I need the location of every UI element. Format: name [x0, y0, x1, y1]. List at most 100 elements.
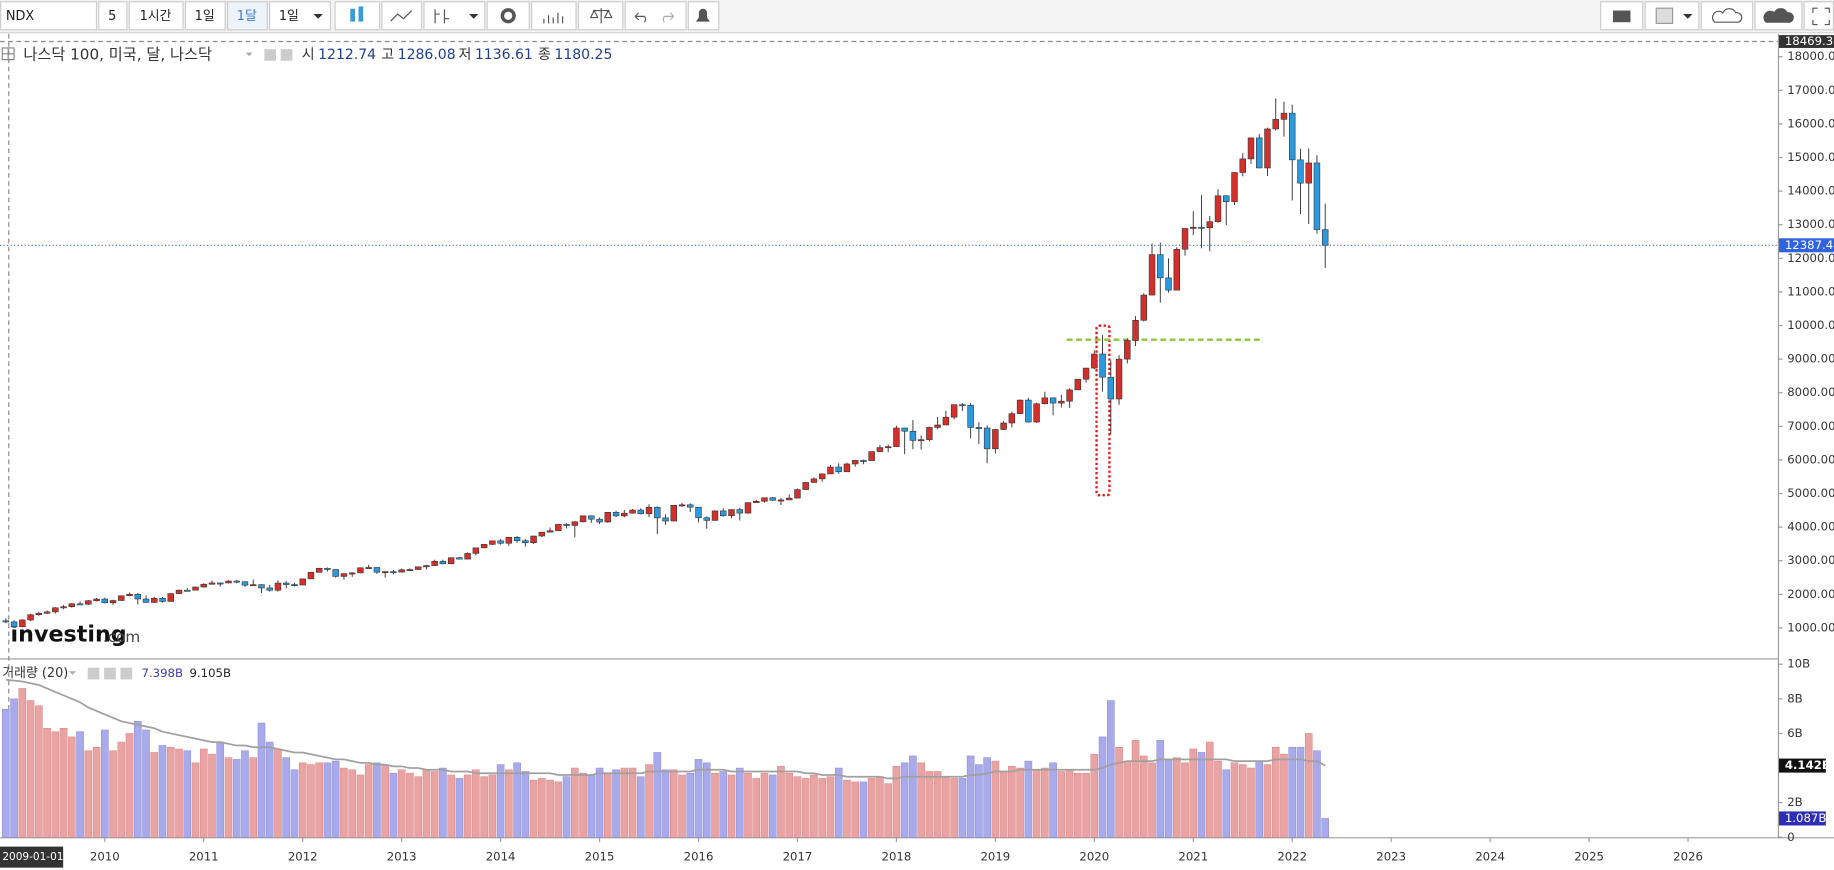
volume-bar: [364, 764, 373, 838]
volume-bar: [843, 779, 851, 838]
candle-body: [381, 571, 389, 574]
volume-bar: [447, 774, 455, 838]
candle-body: [43, 611, 51, 614]
volume-bar: [76, 731, 84, 838]
volume-bar: [356, 774, 365, 838]
candle-body: [357, 567, 364, 574]
volume-bar: [68, 736, 76, 838]
y-tick-label: 6000.00: [1787, 452, 1834, 466]
candle-body: [1264, 128, 1271, 169]
undo-redo-buttons[interactable]: [624, 1, 687, 31]
volume-bar: [282, 757, 291, 838]
candle-body: [1206, 221, 1213, 229]
y-tick-label: 0: [1787, 830, 1794, 844]
candle-body: [1272, 119, 1279, 130]
x-tick-label: 2020: [1079, 850, 1109, 864]
volume-bar: [785, 772, 794, 838]
y-tick-label: 2B: [1787, 795, 1802, 809]
volume-bar: [777, 766, 785, 838]
icon: [350, 8, 355, 22]
volume-bar: [983, 757, 991, 838]
last-price-label: 12387.40: [1785, 238, 1834, 252]
volume-bar: [1271, 746, 1280, 838]
interval-label: 1달: [237, 9, 257, 24]
cursor-date-label: 2009-01-01: [2, 851, 63, 863]
interval-button-active[interactable]: [226, 1, 268, 31]
settings-button[interactable]: [486, 1, 530, 31]
volume-bar: [290, 769, 299, 838]
candle-body: [324, 567, 331, 570]
x-tick-label: 2019: [980, 850, 1010, 864]
y-tick-label: 2000.00: [1787, 587, 1834, 601]
volume-bar: [274, 748, 282, 838]
candle-body: [1181, 228, 1189, 250]
candle-body: [1107, 376, 1115, 400]
interval-button[interactable]: [184, 1, 226, 31]
candle-body: [439, 560, 447, 565]
candle-body: [909, 430, 917, 441]
volume-bar: [826, 776, 835, 838]
volume-bar: [628, 767, 637, 838]
y-tick-label: 18000.00: [1787, 49, 1834, 63]
volume-bar: [199, 748, 208, 838]
volume-bar: [232, 759, 241, 838]
candle-body: [777, 499, 785, 502]
candle-body: [753, 500, 760, 503]
y-tick-label: 5000.00: [1787, 486, 1834, 500]
fullscreen-button[interactable]: [1803, 1, 1834, 31]
candle-body: [299, 578, 306, 586]
icon: [589, 8, 613, 24]
volume-bar: [653, 752, 662, 838]
icon: [264, 49, 277, 61]
ma-value-label: 4.142B: [1785, 758, 1831, 772]
volume-bar: [925, 771, 934, 838]
indicators-button[interactable]: [531, 1, 577, 31]
volume-bar: [950, 778, 958, 838]
volume-ma-line: [5, 678, 1326, 780]
candle-body: [307, 571, 315, 580]
icon: [120, 667, 133, 680]
candle-body: [258, 584, 265, 589]
instrument-title: 나스닥 100, 미국, 달, 나스닥: [23, 45, 212, 63]
candle-body: [192, 586, 199, 591]
volume-ma-value: 9.105B: [189, 666, 230, 680]
symbol-input[interactable]: [0, 1, 98, 31]
candle-body: [447, 557, 455, 565]
candle-body: [1016, 399, 1024, 414]
highlight-box[interactable]: [1095, 324, 1111, 497]
volume-bar: [496, 764, 505, 838]
volume-bar: [59, 727, 68, 838]
ohlc-value: 1286.08: [398, 47, 456, 63]
volume-bar: [686, 772, 695, 838]
candle-body: [1099, 353, 1106, 378]
y-tick-label: 8000.00: [1787, 385, 1834, 399]
x-tick-label: 2016: [684, 850, 714, 864]
candle-body: [802, 482, 809, 490]
ohlc-value: 1212.74: [318, 47, 376, 63]
volume-bar: [10, 698, 18, 838]
symbol: NDX: [6, 9, 35, 24]
interval-button[interactable]: [98, 1, 128, 31]
icon: [1, 47, 15, 61]
candle-body: [596, 518, 603, 523]
chart-type-button[interactable]: [334, 1, 381, 31]
volume-bar: [793, 776, 802, 838]
line-tool-button[interactable]: [381, 1, 423, 31]
cloud-load-button[interactable]: [1700, 1, 1754, 31]
interval-button[interactable]: [128, 1, 184, 31]
x-tick-label: 2014: [486, 850, 516, 864]
candle-body: [1223, 195, 1230, 202]
y-tick-label: 4000.00: [1787, 520, 1834, 534]
candle-body: [786, 497, 793, 501]
volume-bar: [661, 769, 670, 838]
candle-body: [109, 600, 117, 604]
volume-bar: [554, 781, 563, 838]
ohlc-key: 고: [381, 47, 394, 63]
volume-bar: [257, 722, 266, 838]
logo-suffix: .com: [103, 628, 140, 646]
volume-bar: [867, 778, 876, 838]
volume-bar: [1197, 752, 1206, 838]
volume-bar: [1296, 746, 1305, 838]
x-tick-label: 2021: [1178, 850, 1208, 864]
y-tick-label: 3000.00: [1787, 553, 1834, 567]
